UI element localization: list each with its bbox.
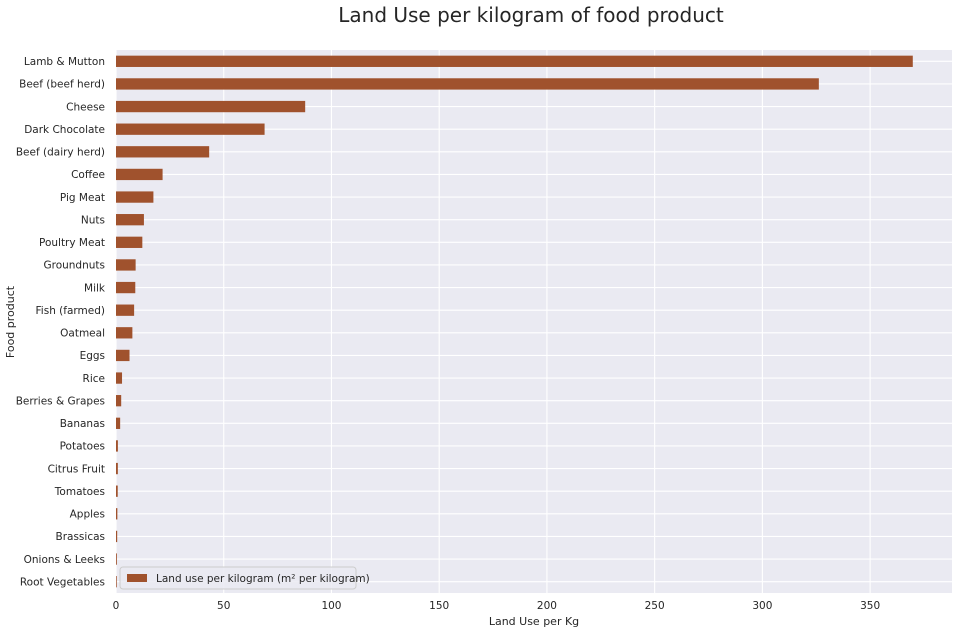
- bar: [116, 508, 118, 520]
- legend-label: Land use per kilogram (m² per kilogram): [156, 573, 370, 585]
- y-tick-label: Coffee: [71, 169, 105, 181]
- bar: [116, 304, 135, 316]
- x-tick-label: 50: [217, 600, 230, 612]
- bar: [116, 372, 123, 384]
- y-axis-label: Food product: [4, 285, 17, 358]
- bar: [116, 191, 154, 203]
- bar: [116, 530, 118, 543]
- bar: [116, 146, 210, 158]
- y-tick-label: Citrus Fruit: [48, 463, 105, 475]
- bar: [116, 214, 144, 226]
- y-tick-label: Tomatoes: [54, 486, 105, 498]
- y-tick-label: Beef (dairy herd): [16, 147, 105, 159]
- bar: [116, 462, 118, 475]
- y-tick-label: Root Vegetables: [20, 576, 105, 588]
- y-tick-label: Bananas: [60, 418, 105, 430]
- x-tick-label: 150: [429, 600, 449, 612]
- y-tick-label: Rice: [83, 373, 105, 385]
- bar: [116, 168, 163, 181]
- legend-box: [119, 566, 357, 590]
- x-tick-label: 250: [645, 600, 665, 612]
- bar: [116, 576, 117, 588]
- bar: [116, 327, 133, 339]
- bar: [116, 236, 143, 248]
- y-tick-label: Brassicas: [56, 531, 106, 543]
- y-tick-label: Apples: [70, 509, 105, 521]
- chart-title: Land Use per kilogram of food product: [338, 3, 724, 27]
- y-tick-label: Milk: [84, 282, 106, 294]
- y-tick-label: Groundnuts: [43, 260, 105, 272]
- x-tick-label: 300: [752, 600, 772, 612]
- y-tick-label: Eggs: [80, 350, 105, 362]
- legend: Land use per kilogram (m² per kilogram): [119, 566, 370, 590]
- y-tick-labels: Lamb & Mutton Beef (beef herd) Cheese Dark …: [16, 56, 106, 588]
- y-tick-label: Nuts: [81, 214, 105, 226]
- x-tick-labels: 0 50 100 150 200 250 300 350: [113, 600, 880, 612]
- bars: [116, 55, 913, 588]
- x-tick-label: 0: [113, 600, 120, 612]
- bar: [116, 100, 306, 113]
- bar: [116, 78, 819, 90]
- plot-area: [116, 50, 952, 593]
- bar: [116, 281, 136, 294]
- x-axis-label: Land Use per Kg: [489, 615, 579, 628]
- y-tick-label: Beef (beef herd): [19, 79, 105, 91]
- y-tick-label: Pig Meat: [60, 192, 105, 204]
- bar: [116, 485, 118, 497]
- bar: [116, 395, 122, 407]
- y-tick-label: Cheese: [66, 101, 105, 113]
- bar: [116, 417, 121, 429]
- x-tick-label: 350: [860, 600, 880, 612]
- bar: [116, 440, 118, 452]
- bar: [116, 259, 136, 271]
- y-tick-label: Fish (farmed): [36, 305, 105, 317]
- x-tick-label: 200: [537, 600, 557, 612]
- y-tick-label: Lamb & Mutton: [24, 56, 105, 68]
- x-tick-label: 100: [321, 600, 341, 612]
- bar: [116, 349, 130, 362]
- y-tick-label: Dark Chocolate: [24, 124, 105, 136]
- bar: [116, 553, 117, 565]
- bar: [116, 123, 265, 135]
- legend-swatch: [127, 574, 147, 582]
- y-tick-label: Poultry Meat: [39, 237, 105, 249]
- y-tick-label: Berries & Grapes: [16, 395, 105, 407]
- y-tick-label: Potatoes: [60, 441, 105, 453]
- y-tick-label: Oatmeal: [60, 328, 105, 340]
- bar: [116, 55, 913, 67]
- y-tick-label: Onions & Leeks: [24, 554, 105, 566]
